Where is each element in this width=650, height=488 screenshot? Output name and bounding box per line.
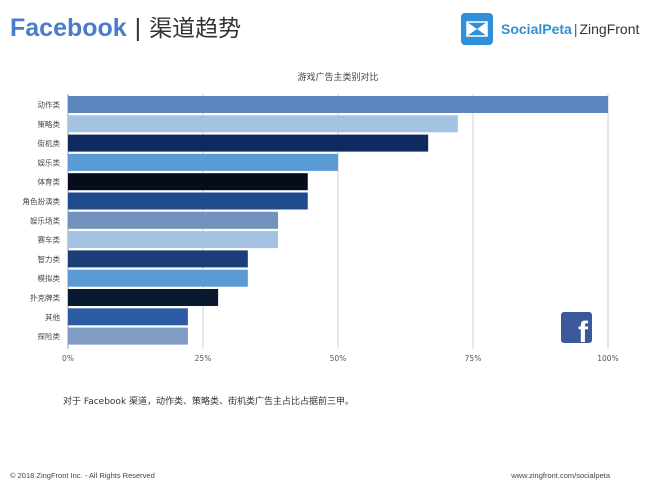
category-label: 智力类 (38, 254, 61, 264)
socialpeta-logo-icon (461, 13, 493, 45)
bar (68, 308, 188, 326)
bar (68, 173, 308, 191)
category-label: 模拟类 (38, 273, 61, 283)
bar-chart: 游戏广告主类别对比 动作类策略类街机类娱乐类体育类角色扮演类娱乐场类赛车类智力类… (23, 71, 619, 363)
bar (68, 327, 188, 345)
category-label: 角色扮演类 (23, 196, 61, 206)
category-label: 策略类 (38, 119, 61, 129)
bar (68, 153, 338, 171)
bar (68, 250, 248, 268)
x-tick-label: 75% (465, 354, 482, 363)
footer-copyright: © 2018 ZingFront Inc. - All Rights Reser… (10, 471, 155, 480)
category-label: 扑克牌类 (30, 293, 60, 303)
page-title: Facebook | 渠道趋势 (10, 12, 241, 45)
footer-url: www.zingfront.com/socialpeta (511, 471, 610, 480)
bar (68, 211, 279, 229)
category-label: 娱乐场类 (30, 215, 60, 225)
chart-x-ticks: 0% 25% 50% 75% 100% (62, 354, 619, 363)
logo-company: ZingFront (579, 21, 640, 37)
page-title-separator: | (134, 14, 142, 42)
category-label: 体育类 (38, 177, 61, 187)
logo-separator: | (573, 21, 578, 37)
logo-name: SocialPeta (501, 21, 572, 37)
bar (68, 231, 279, 249)
x-tick-label: 25% (195, 354, 212, 363)
bar (68, 289, 219, 306)
category-label: 赛车类 (38, 235, 61, 245)
bar (68, 115, 458, 133)
page-title-brand: Facebook (10, 14, 127, 42)
socialpeta-logo: SocialPeta | ZingFront (461, 13, 639, 45)
socialpeta-logo-text: SocialPeta | ZingFront (501, 21, 639, 37)
page-title-section: 渠道趋势 (149, 16, 242, 42)
x-tick-label: 50% (330, 354, 347, 363)
facebook-logo-icon: f (561, 312, 592, 343)
x-tick-label: 100% (597, 354, 618, 363)
bar (68, 134, 429, 152)
category-label: 街机类 (38, 138, 61, 148)
bar (68, 192, 308, 210)
chart-category-labels: 动作类策略类街机类娱乐类体育类角色扮演类娱乐场类赛车类智力类模拟类扑克牌类其他探… (23, 100, 61, 342)
x-tick-label: 0% (62, 354, 74, 363)
category-label: 动作类 (38, 100, 61, 110)
category-label: 娱乐类 (38, 157, 61, 167)
category-label: 其他 (45, 312, 60, 322)
chart-bars (68, 96, 608, 345)
bar (68, 269, 248, 287)
chart-title: 游戏广告主类别对比 (297, 71, 378, 83)
bar (68, 96, 608, 113)
category-label: 探险类 (38, 331, 61, 341)
chart-caption: 对于 Facebook 渠道，动作类、策略类、街机类广告主占比占据前三甲。 (63, 397, 355, 407)
